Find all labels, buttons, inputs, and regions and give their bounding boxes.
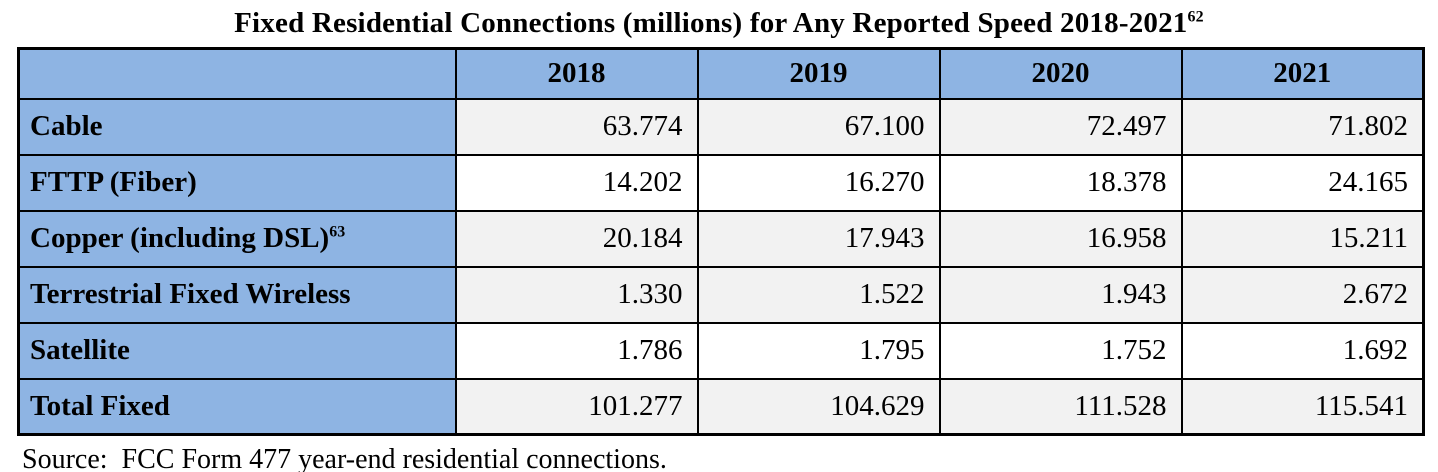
row-label: Terrestrial Fixed Wireless [17, 265, 457, 324]
value-cell: 1.330 [454, 265, 699, 324]
row-label: Satellite [17, 321, 457, 380]
row-footnote-marker: 63 [329, 223, 346, 241]
year-column-header: 2021 [1180, 47, 1425, 100]
row-label: FTTP (Fiber) [17, 153, 457, 212]
corner-cell [17, 47, 457, 100]
row-label-text: Satellite [30, 334, 130, 366]
header-row: 2018 2019 2020 2021 [17, 47, 1425, 100]
value-cell: 14.202 [454, 153, 699, 212]
row-label-text: Total Fixed [30, 389, 170, 422]
value-cell: 24.165 [1180, 153, 1425, 212]
value-cell: 1.522 [696, 265, 941, 324]
value-cell: 104.629 [696, 377, 941, 436]
title-footnote-marker: 62 [1187, 8, 1204, 26]
value-cell: 2.672 [1180, 265, 1425, 324]
table-row: FTTP (Fiber) 14.202 16.270 18.378 24.165 [17, 153, 1425, 212]
row-label-text: Terrestrial Fixed Wireless [30, 278, 351, 310]
value-cell: 1.943 [938, 265, 1183, 324]
year-column-header: 2020 [938, 47, 1183, 100]
value-cell: 72.497 [938, 97, 1183, 156]
value-cell: 15.211 [1180, 209, 1425, 268]
table-row: Copper (including DSL)63 20.184 17.943 1… [17, 209, 1425, 268]
value-cell: 71.802 [1180, 97, 1425, 156]
table-row: Satellite 1.786 1.795 1.752 1.692 [17, 321, 1425, 380]
value-cell: 1.786 [454, 321, 699, 380]
connections-table: 2018 2019 2020 2021 Cable 63.774 67.100 … [17, 47, 1425, 436]
value-cell: 20.184 [454, 209, 699, 268]
value-cell: 63.774 [454, 97, 699, 156]
row-label: Copper (including DSL)63 [17, 209, 457, 268]
value-cell: 17.943 [696, 209, 941, 268]
table-row: Total Fixed 101.277 104.629 111.528 115.… [17, 377, 1425, 436]
value-cell: 16.270 [696, 153, 941, 212]
value-cell: 16.958 [938, 209, 1183, 268]
row-label-text: FTTP (Fiber) [30, 166, 197, 198]
value-cell: 111.528 [938, 377, 1183, 436]
value-cell: 18.378 [938, 153, 1183, 212]
value-cell: 67.100 [696, 97, 941, 156]
value-cell: 1.692 [1180, 321, 1425, 380]
value-cell: 1.795 [696, 321, 941, 380]
row-label: Total Fixed [17, 377, 457, 436]
row-label-text: Copper (including DSL) [30, 222, 330, 254]
value-cell: 1.752 [938, 321, 1183, 380]
table-row: Terrestrial Fixed Wireless 1.330 1.522 1… [17, 265, 1425, 324]
table-title-text: Fixed Residential Connections (millions)… [234, 7, 1188, 39]
table-title: Fixed Residential Connections (millions)… [0, 0, 1438, 40]
table-row: Cable 63.774 67.100 72.497 71.802 [17, 97, 1425, 156]
source-note: Source: FCC Form 477 year-end residentia… [22, 444, 667, 472]
row-label-text: Cable [30, 110, 103, 142]
value-cell: 101.277 [454, 377, 699, 436]
year-column-header: 2018 [454, 47, 699, 100]
year-column-header: 2019 [696, 47, 941, 100]
row-label: Cable [17, 97, 457, 156]
value-cell: 115.541 [1180, 377, 1425, 436]
